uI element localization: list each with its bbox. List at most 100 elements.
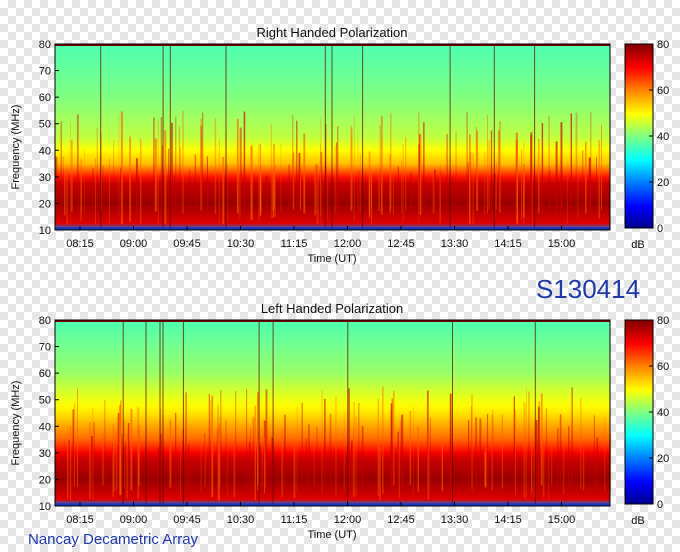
emission-streak bbox=[211, 395, 214, 498]
emission-streak bbox=[516, 139, 518, 224]
emission-streak bbox=[219, 416, 221, 487]
emission-streak bbox=[77, 388, 78, 488]
emission-streak bbox=[353, 402, 355, 498]
emission-streak bbox=[397, 432, 399, 498]
emission-streak bbox=[343, 412, 345, 491]
emission-streak bbox=[76, 114, 79, 219]
emission-streak bbox=[251, 144, 253, 220]
emission-streak bbox=[361, 426, 364, 486]
emission-streak bbox=[360, 452, 363, 500]
emission-streak bbox=[601, 124, 602, 210]
emission-streak bbox=[531, 443, 533, 492]
emission-streak bbox=[515, 410, 516, 495]
emission-streak bbox=[120, 167, 122, 218]
emission-streak bbox=[405, 137, 407, 211]
emission-streak bbox=[157, 447, 160, 488]
emission-streak bbox=[575, 112, 578, 219]
emission-streak bbox=[185, 392, 187, 498]
emission-streak bbox=[210, 400, 212, 497]
y-tick-label: 80 bbox=[39, 39, 51, 51]
emission-streak bbox=[202, 112, 204, 211]
emission-streak bbox=[233, 443, 236, 498]
emission-streak bbox=[299, 174, 302, 210]
emission-streak bbox=[557, 428, 559, 492]
emission-streak bbox=[412, 406, 414, 493]
emission-streak bbox=[66, 169, 68, 224]
emission-streak bbox=[259, 445, 262, 492]
emission-streak bbox=[296, 406, 298, 491]
x-tick-label: 09:00 bbox=[120, 238, 148, 250]
emission-streak bbox=[498, 130, 500, 217]
emission-streak bbox=[227, 433, 228, 498]
colorbar-tick-label: 20 bbox=[657, 453, 669, 465]
emission-streak bbox=[265, 389, 268, 487]
emission-streak bbox=[423, 122, 425, 220]
emission-streak bbox=[95, 158, 96, 225]
x-tick-label: 11:15 bbox=[281, 238, 308, 250]
y-tick-label: 70 bbox=[39, 342, 51, 354]
emission-streak bbox=[124, 420, 126, 490]
x-tick-label: 08:15 bbox=[66, 238, 94, 250]
emission-streak bbox=[280, 143, 282, 212]
emission-streak bbox=[571, 387, 573, 498]
emission-streak bbox=[102, 434, 104, 485]
emission-streak bbox=[551, 438, 553, 486]
emission-streak bbox=[378, 170, 380, 211]
x-tick-label: 11:15 bbox=[281, 514, 308, 526]
emission-streak bbox=[540, 393, 543, 486]
interference-line bbox=[169, 44, 171, 230]
emission-streak bbox=[116, 417, 118, 489]
emission-streak bbox=[239, 127, 241, 219]
emission-streak bbox=[164, 130, 167, 224]
emission-streak bbox=[371, 170, 372, 210]
emission-streak bbox=[426, 390, 429, 492]
emission-streak bbox=[96, 127, 98, 212]
emission-streak bbox=[160, 433, 162, 489]
emission-streak bbox=[120, 111, 123, 225]
emission-streak bbox=[593, 415, 595, 494]
emission-streak bbox=[452, 174, 454, 211]
emission-streak bbox=[419, 134, 420, 211]
x-tick-label: 12:00 bbox=[334, 238, 362, 250]
interference-line bbox=[347, 320, 349, 506]
emission-streak bbox=[491, 414, 493, 491]
emission-streak bbox=[560, 122, 563, 223]
emission-streak bbox=[357, 133, 359, 216]
interference-line bbox=[162, 44, 164, 230]
emission-streak bbox=[487, 114, 488, 214]
emission-streak bbox=[441, 436, 443, 492]
emission-streak bbox=[252, 416, 255, 489]
emission-streak bbox=[535, 420, 538, 494]
emission-streak bbox=[74, 402, 76, 487]
emission-streak bbox=[418, 112, 420, 224]
emission-streak bbox=[320, 152, 323, 224]
station-date-label: S130414 bbox=[536, 274, 640, 304]
emission-streak bbox=[55, 156, 58, 220]
emission-streak bbox=[397, 166, 399, 210]
emission-streak bbox=[358, 402, 360, 497]
emission-streak bbox=[439, 171, 442, 222]
right-colorbar-unit: dB bbox=[631, 239, 644, 251]
emission-streak bbox=[545, 408, 548, 496]
y-tick-label: 20 bbox=[39, 474, 51, 486]
emission-streak bbox=[270, 124, 272, 219]
emission-streak bbox=[80, 166, 82, 213]
emission-streak bbox=[189, 169, 191, 224]
emission-streak bbox=[588, 157, 591, 215]
emission-streak bbox=[200, 436, 202, 492]
emission-streak bbox=[129, 136, 131, 222]
interference-line bbox=[100, 44, 102, 230]
right-x-axis: 08:15 09:00 09:45 10:30 11:15 12:00 12:45 13:30… bbox=[66, 226, 575, 250]
emission-streak bbox=[153, 117, 155, 220]
emission-streak bbox=[236, 118, 239, 214]
emission-streak bbox=[466, 112, 468, 218]
emission-streak bbox=[171, 122, 173, 218]
x-tick-label: 12:00 bbox=[334, 514, 362, 526]
emission-streak bbox=[351, 440, 353, 494]
emission-streak bbox=[392, 169, 394, 215]
colorbar-tick-label: 40 bbox=[657, 131, 669, 143]
emission-streak bbox=[265, 175, 268, 224]
emission-streak bbox=[160, 408, 162, 497]
emission-streak bbox=[261, 434, 263, 488]
emission-streak bbox=[476, 131, 479, 211]
